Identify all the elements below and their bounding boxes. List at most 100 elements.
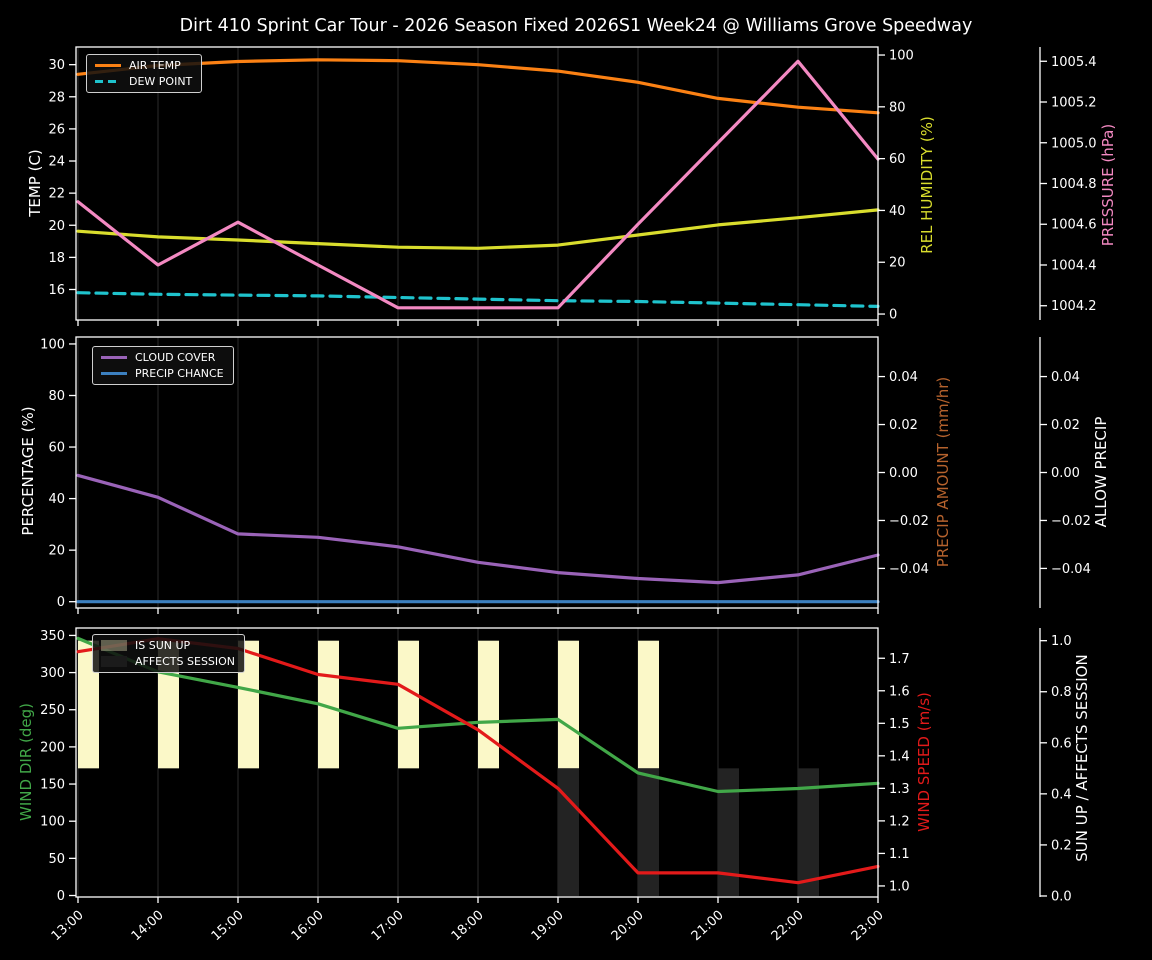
precip-amount-axis-label: PRECIP AMOUNT (mm/hr)	[934, 376, 952, 568]
tick-label: 60	[889, 152, 906, 167]
x-tick-label: 16:00	[289, 908, 327, 944]
tick-label: 24	[48, 155, 65, 170]
is-sun-up-bar	[398, 640, 419, 769]
tick-label: −0.02	[1051, 514, 1091, 529]
dew-point-line-swatch	[95, 80, 121, 83]
wind-speed-axis-label: WIND SPEED (m/s)	[915, 692, 933, 832]
tick-label: 80	[889, 100, 906, 115]
sun-up-axis-label: SUN UP / AFFECTS SESSION	[1073, 654, 1091, 862]
affects-session-bar	[718, 768, 739, 896]
affects-session-bar	[558, 768, 579, 896]
legend-item-dew-point: DEW POINT	[95, 75, 192, 88]
tick-label: 0.8	[1051, 685, 1072, 700]
tick-label: 0.00	[1051, 466, 1080, 481]
tick-label: 1004.8	[1051, 177, 1097, 192]
tick-label: 0.04	[889, 370, 918, 385]
affects-session-bar	[638, 768, 659, 896]
tick-label: 0	[57, 595, 65, 610]
tick-label: 350	[40, 629, 65, 644]
percentage-axis-label: PERCENTAGE (%)	[19, 406, 37, 536]
legend-item-is-sun-up: IS SUN UP	[101, 639, 235, 652]
tick-label: 100	[40, 337, 65, 352]
precip-chance-line-swatch	[101, 372, 127, 375]
rel-humidity-line	[76, 208, 880, 250]
x-tick-label: 13:00	[49, 908, 87, 944]
dew-point-line	[76, 291, 880, 308]
tick-label: 40	[889, 204, 906, 219]
panel-border	[75, 627, 879, 898]
tick-label: 100	[889, 49, 914, 64]
tick-label: 60	[48, 441, 65, 456]
wind-dir-line	[76, 636, 880, 794]
tick-label: −0.04	[889, 562, 929, 577]
legend-item-affects-session: AFFECTS SESSION	[101, 655, 235, 668]
tick-label: 300	[40, 666, 65, 681]
tick-label: 16	[48, 283, 65, 298]
is-sun-up-bar	[318, 640, 339, 769]
tick-label: −0.04	[1051, 562, 1091, 577]
tick-label: 0	[889, 308, 897, 323]
is-sun-up-bar	[558, 640, 579, 769]
tick-label: 30	[48, 58, 65, 73]
tick-label: 150	[40, 778, 65, 793]
x-tick-label: 20:00	[609, 908, 647, 944]
x-tick-label: 22:00	[769, 908, 807, 944]
tick-label: 20	[889, 256, 906, 271]
tick-label: 0.02	[1051, 418, 1080, 433]
legend-item-cloud-cover: CLOUD COVER	[101, 351, 224, 364]
tick-label: 18	[48, 251, 65, 266]
allow-precip-axis-label: ALLOW PRECIP	[1092, 416, 1110, 528]
x-tick-label: 15:00	[209, 908, 247, 944]
affects-session-bar	[798, 768, 819, 896]
humidity-axis-label: REL HUMIDITY (%)	[918, 116, 936, 254]
tick-label: 0.02	[889, 418, 918, 433]
is-sun-up-bar	[478, 640, 499, 769]
tick-label: 0.6	[1051, 736, 1072, 751]
tick-label: 22	[48, 187, 65, 202]
legend-item-air-temp: AIR TEMP	[95, 59, 192, 72]
is-sun-up-bar	[638, 640, 659, 769]
wind-legend: IS SUN UP AFFECTS SESSION	[92, 634, 246, 673]
tick-label: 40	[48, 492, 65, 507]
air-temp-line-swatch	[95, 64, 121, 67]
legend-label: IS SUN UP	[135, 639, 191, 652]
x-tick-label: 23:00	[849, 908, 887, 944]
tick-label: 50	[48, 852, 65, 867]
panel-border	[75, 46, 879, 321]
pressure-axis-label: PRESSURE (hPa)	[1099, 123, 1117, 247]
tick-label: 0.04	[1051, 370, 1080, 385]
tick-label: 26	[48, 122, 65, 137]
tick-label: 0.4	[1051, 787, 1072, 802]
tick-label: 80	[48, 389, 65, 404]
tick-label: 1.4	[889, 749, 910, 764]
legend-label: DEW POINT	[129, 75, 193, 88]
x-tick-label: 19:00	[529, 908, 567, 944]
percentage-legend: CLOUD COVER PRECIP CHANCE	[92, 346, 234, 385]
tick-label: 0.00	[889, 466, 918, 481]
tick-label: 28	[48, 90, 65, 105]
tick-label: 20	[48, 219, 65, 234]
chart-title: Dirt 410 Sprint Car Tour - 2026 Season F…	[179, 16, 973, 36]
tick-label: 1.0	[889, 879, 910, 894]
tick-label: 1.3	[889, 782, 910, 797]
tick-label: 1.0	[1051, 634, 1072, 649]
tick-label: 250	[40, 703, 65, 718]
x-tick-label: 18:00	[449, 908, 487, 944]
temp-axis-label: TEMP (C)	[26, 149, 44, 217]
wind-dir-axis-label: WIND DIR (deg)	[17, 703, 35, 821]
tick-label: 0.2	[1051, 838, 1072, 853]
legend-label: AFFECTS SESSION	[135, 655, 236, 668]
legend-item-precip-chance: PRECIP CHANCE	[101, 367, 224, 380]
tick-label: 1005.2	[1051, 96, 1097, 111]
tick-label: 1004.4	[1051, 258, 1097, 273]
cloud-cover-line	[76, 473, 880, 585]
affects-session-patch-swatch	[101, 656, 127, 667]
tick-label: 0.0	[1051, 889, 1072, 904]
legend-label: AIR TEMP	[129, 59, 181, 72]
x-tick-label: 21:00	[689, 908, 727, 944]
tick-label: 1005.0	[1051, 136, 1097, 151]
tick-label: 1.6	[889, 684, 910, 699]
tick-label: 100	[40, 815, 65, 830]
tick-label: 1.5	[889, 717, 910, 732]
